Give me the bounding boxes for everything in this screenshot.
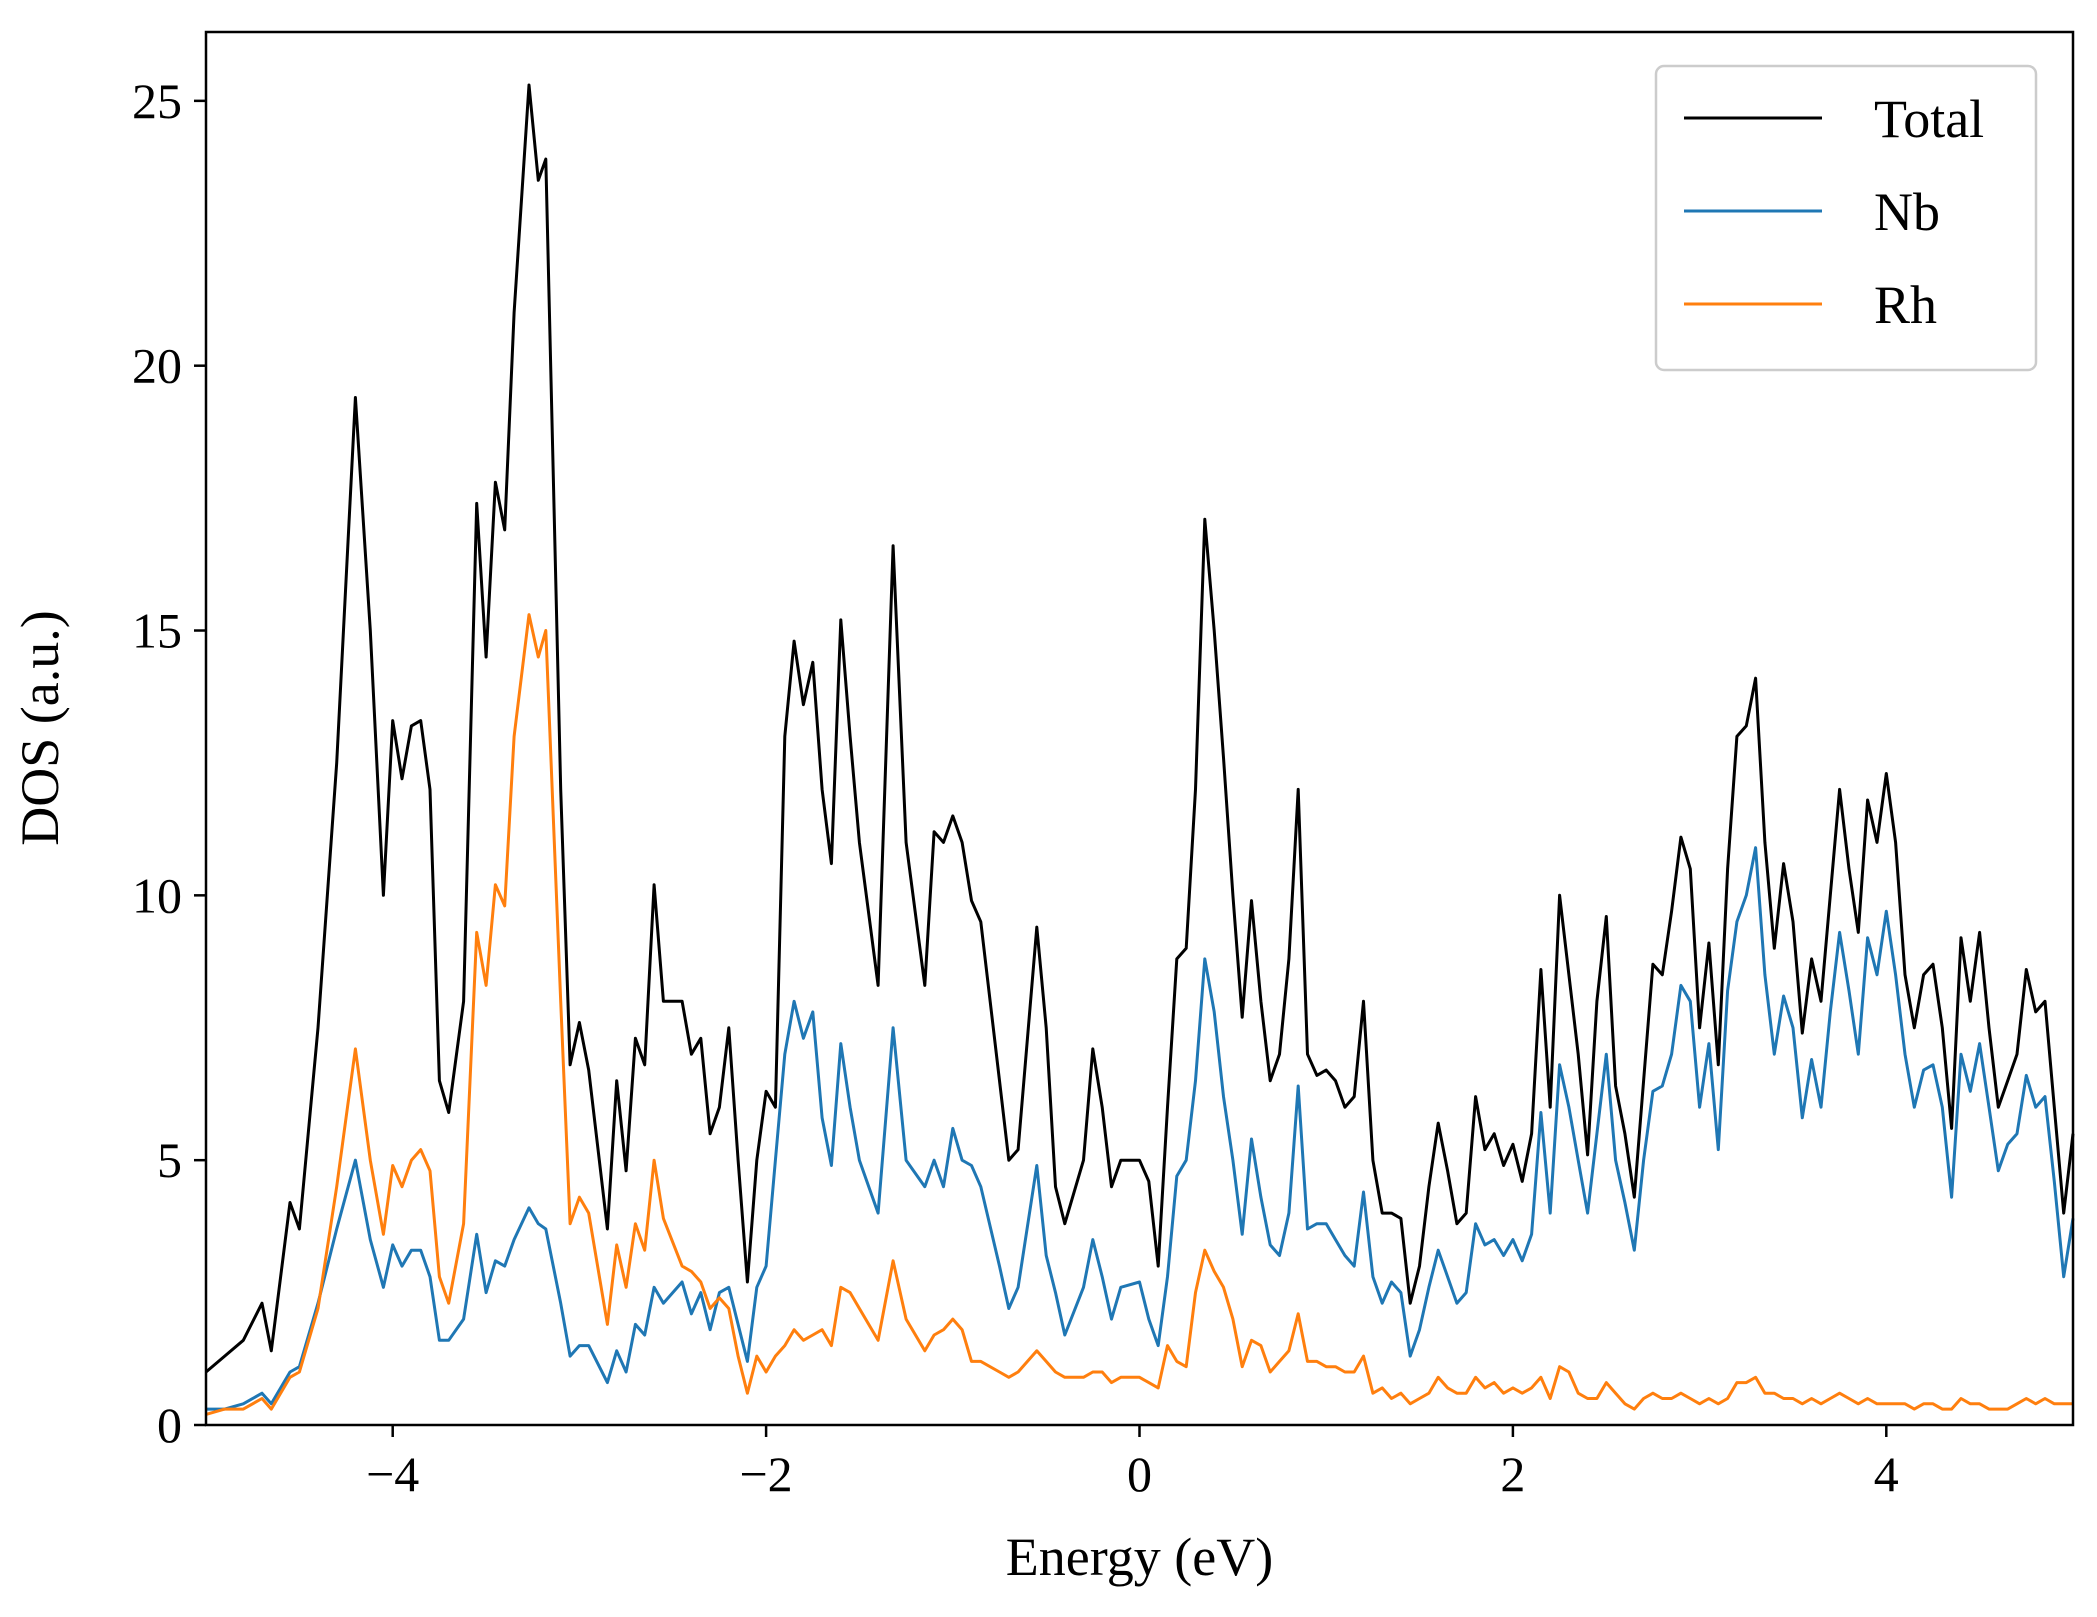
y-tick-label: 15 (132, 603, 182, 659)
series-layer (205, 83, 2075, 1416)
legend-label-total: Total (1874, 89, 1984, 149)
y-axis-label: DOS (a.u.) (10, 610, 70, 845)
legend-label-rh: Rh (1874, 275, 1937, 335)
y-tick-label: 0 (157, 1397, 182, 1453)
y-tick-label: 5 (157, 1132, 182, 1188)
x-axis-label: Energy (eV) (1006, 1527, 1273, 1587)
legend-box (1654, 64, 2038, 372)
x-tick-label: 2 (1500, 1446, 1525, 1502)
ticks-layer: −4 −2 0 2 4 0 5 10 15 20 25 (132, 73, 1899, 1502)
y-tick-label: 10 (132, 867, 182, 923)
series-line-total (205, 83, 2075, 1374)
series-line-rh (205, 613, 2073, 1416)
legend-label-nb: Nb (1874, 182, 1940, 242)
y-tick-label: 25 (132, 73, 182, 129)
series-line-nb (206, 846, 2075, 1411)
legend: Total Nb Rh (1654, 64, 2038, 372)
x-tick-label: −2 (739, 1446, 792, 1502)
x-tick-label: −4 (366, 1446, 419, 1502)
x-tick-label: 0 (1127, 1446, 1152, 1502)
x-tick-label: 4 (1874, 1446, 1899, 1502)
y-tick-label: 20 (132, 338, 182, 394)
